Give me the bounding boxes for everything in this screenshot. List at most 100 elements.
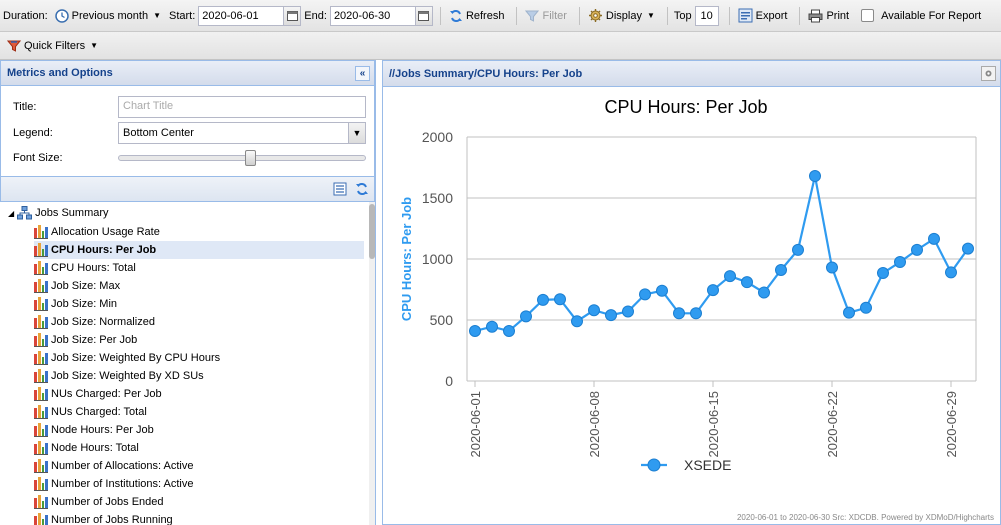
- font-size-slider[interactable]: [118, 150, 366, 166]
- legend-label: XSEDE: [684, 457, 731, 473]
- tree-item[interactable]: Job Size: Weighted By XD SUs: [34, 367, 364, 385]
- tree-item[interactable]: NUs Charged: Total: [34, 403, 364, 421]
- scrollbar-thumb[interactable]: [369, 204, 375, 259]
- data-point: [894, 256, 906, 269]
- tree-scrollbar[interactable]: [369, 202, 375, 525]
- display-dropdown[interactable]: Display ▼: [584, 6, 659, 25]
- tree-item[interactable]: Number of Institutions: Active: [34, 475, 364, 493]
- end-calendar-button[interactable]: [415, 5, 433, 26]
- toolbar-separator: [516, 6, 518, 25]
- data-point: [962, 242, 974, 255]
- tree-item-label: Job Size: Normalized: [51, 316, 155, 328]
- data-point: [928, 232, 940, 245]
- tree-root-jobs-summary[interactable]: ◢ Jobs Summary: [8, 206, 109, 220]
- available-for-report-checkbox[interactable]: Available For Report: [857, 7, 985, 24]
- legend-label: Legend:: [13, 127, 53, 139]
- collapse-panel-button[interactable]: «: [355, 66, 370, 81]
- tree-item-label: CPU Hours: Total: [51, 262, 136, 274]
- tree-item[interactable]: Job Size: Weighted By CPU Hours: [34, 349, 364, 367]
- expand-triangle-icon[interactable]: ◢: [8, 208, 15, 218]
- tree-item[interactable]: Job Size: Normalized: [34, 313, 364, 331]
- tree-item[interactable]: CPU Hours: Per Job: [34, 241, 364, 259]
- refresh-icon[interactable]: [355, 182, 369, 196]
- checkbox-box[interactable]: [861, 9, 875, 22]
- filter-button[interactable]: Filter: [521, 7, 570, 25]
- data-point: [656, 284, 668, 297]
- data-point: [673, 307, 685, 320]
- bar-chart-icon: [34, 243, 48, 257]
- chart-panel: //Jobs Summary/CPU Hours: Per Job CPU Ho…: [382, 60, 1001, 525]
- legend-marker: [647, 458, 661, 472]
- y-tick-label: 0: [445, 373, 453, 389]
- tree-item[interactable]: Job Size: Per Job: [34, 331, 364, 349]
- y-tick-label: 2000: [422, 129, 453, 145]
- chart-panel-header: //Jobs Summary/CPU Hours: Per Job: [383, 61, 1000, 87]
- bar-chart-icon: [34, 387, 48, 401]
- tree-item[interactable]: Number of Allocations: Active: [34, 457, 364, 475]
- start-calendar-button[interactable]: [284, 5, 302, 26]
- chart-title-input[interactable]: Chart Title: [118, 96, 366, 118]
- tree-item-label: Node Hours: Per Job: [51, 424, 154, 436]
- bar-chart-icon: [34, 405, 48, 419]
- data-point: [775, 263, 787, 276]
- data-point: [809, 170, 821, 183]
- bar-chart-icon: [34, 225, 48, 239]
- tree-item-label: Node Hours: Total: [51, 442, 139, 454]
- tree-item-label: Job Size: Weighted By CPU Hours: [51, 352, 221, 364]
- tree-item[interactable]: Number of Jobs Ended: [34, 493, 364, 511]
- series-line: [474, 175, 969, 333]
- main-toolbar: Duration: Previous month ▼ Start: 2020-0…: [0, 0, 1001, 32]
- data-point: [639, 288, 651, 301]
- data-point: [469, 324, 481, 337]
- data-point: [690, 307, 702, 320]
- start-date-input[interactable]: 2020-06-01: [198, 5, 285, 26]
- data-point: [860, 301, 872, 314]
- tree-item-label: CPU Hours: Per Job: [51, 244, 157, 256]
- tree-item[interactable]: CPU Hours: Total: [34, 259, 364, 277]
- toolbar-separator: [666, 6, 668, 25]
- tree-item[interactable]: NUs Charged: Per Job: [34, 385, 364, 403]
- font-size-label: Font Size:: [13, 152, 63, 164]
- tree-item-label: Number of Institutions: Active: [51, 478, 194, 490]
- data-point: [554, 293, 566, 306]
- top-count-input[interactable]: 10: [694, 5, 719, 26]
- data-point: [945, 266, 957, 279]
- bar-chart-icon: [34, 513, 48, 525]
- print-button[interactable]: Print: [804, 7, 853, 25]
- data-point: [741, 276, 753, 289]
- display-label: Display: [605, 9, 642, 22]
- start-label: Start:: [169, 9, 196, 22]
- tree-item[interactable]: Node Hours: Total: [34, 439, 364, 457]
- x-tick-label: 2020-06-22: [825, 391, 840, 458]
- refresh-label: Refresh: [465, 9, 505, 22]
- duration-label: Duration:: [3, 9, 48, 22]
- bar-chart-icon: [34, 261, 48, 275]
- legend-select[interactable]: Bottom Center ▼: [118, 122, 366, 144]
- duration-dropdown[interactable]: Previous month ▼: [51, 7, 165, 25]
- export-button[interactable]: Export: [734, 6, 792, 25]
- toolbar-separator: [578, 6, 580, 25]
- tree-item[interactable]: Number of Jobs Running: [34, 511, 364, 525]
- y-tick-label: 500: [430, 312, 454, 328]
- data-point: [588, 304, 600, 317]
- chart-settings-button[interactable]: [981, 66, 996, 81]
- chevron-down-icon[interactable]: ▼: [348, 123, 365, 143]
- data-point: [520, 310, 532, 323]
- tree-item[interactable]: Job Size: Min: [34, 295, 364, 313]
- refresh-button[interactable]: Refresh: [445, 7, 509, 25]
- quick-filters-dropdown[interactable]: Quick Filters ▼: [3, 37, 102, 55]
- chart-credits: 2020-06-01 to 2020-06-30 Src: XDCDB. Pow…: [737, 513, 994, 522]
- data-point: [911, 243, 923, 256]
- chart-title: CPU Hours: Per Job: [604, 97, 767, 117]
- chevron-down-icon: ▼: [153, 11, 161, 20]
- tree-item[interactable]: Job Size: Max: [34, 277, 364, 295]
- toolbar-separator: [728, 6, 730, 25]
- panel-title: Metrics and Options: [7, 67, 113, 79]
- list-icon[interactable]: [333, 182, 347, 196]
- hierarchy-icon: [17, 206, 33, 220]
- tree-item[interactable]: Node Hours: Per Job: [34, 421, 364, 439]
- tree-item[interactable]: Allocation Usage Rate: [34, 223, 364, 241]
- slider-thumb[interactable]: [245, 150, 256, 166]
- end-date-input[interactable]: 2020-06-30: [329, 5, 416, 26]
- bar-chart-icon: [34, 369, 48, 383]
